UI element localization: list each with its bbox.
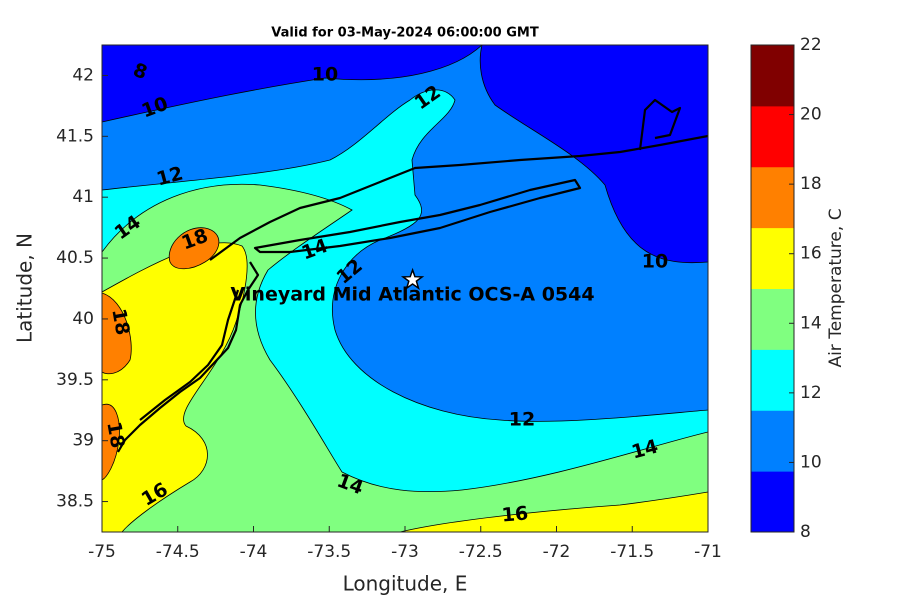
region	[102, 292, 132, 375]
contour-label: 16	[501, 502, 529, 526]
x-tick-label: -74.5	[156, 542, 200, 562]
colorbar-tick-label: 10	[800, 452, 822, 472]
colorbar-tick-label: 20	[800, 105, 822, 125]
contour-label: 18	[107, 307, 133, 337]
contour-label: 12	[509, 409, 535, 431]
colorbar-swatch	[751, 166, 794, 229]
y-tick-label: 41	[72, 187, 94, 207]
x-tick-label: -73.5	[307, 542, 351, 562]
colorbar-swatch	[751, 105, 794, 168]
colorbar-tick-label: 14	[800, 313, 822, 333]
y-tick-label: 40	[72, 309, 94, 329]
y-tick-label: 41.5	[56, 126, 94, 146]
colorbar-swatch	[751, 288, 794, 350]
y-tick-label: 42	[72, 65, 94, 85]
site-marker	[400, 267, 425, 290]
colorbar-label: Air Temperature, C	[826, 208, 846, 367]
colorbar-tick-label: 12	[800, 383, 822, 403]
x-tick-label: -71	[694, 542, 722, 562]
y-tick-label: 39	[72, 431, 94, 451]
x-tick-label: -75	[88, 542, 116, 562]
x-tick-label: -73	[391, 542, 419, 562]
colorbar-tick-label: 16	[800, 244, 822, 264]
x-axis-label: Longitude, E	[343, 572, 468, 596]
colorbar-tick-label: 8	[800, 522, 811, 542]
y-tick-label: 40.5	[56, 248, 94, 268]
colorbar-tick-label: 22	[800, 35, 822, 55]
contour-label: 18	[102, 420, 128, 450]
coastline	[253, 178, 582, 254]
coastline	[139, 289, 240, 421]
region	[102, 45, 483, 123]
contour-label: 10	[642, 251, 668, 273]
region	[102, 403, 120, 481]
y-tick-label: 38.5	[56, 492, 94, 512]
site-label: Vineyard Mid Atlantic OCS-A 0544	[231, 283, 595, 305]
colorbar-frame	[750, 44, 795, 533]
colorbar-swatch	[751, 471, 794, 533]
x-tick-label: -71.5	[610, 542, 654, 562]
colorbar-swatch	[751, 410, 794, 472]
y-tick-label: 39.5	[56, 370, 94, 390]
colorbar-swatch	[751, 227, 794, 289]
region	[168, 227, 220, 270]
contour-label: 10	[312, 64, 338, 86]
colorbar-swatch	[751, 349, 794, 411]
x-tick-label: -74	[240, 542, 268, 562]
contour-field	[102, 45, 708, 532]
x-tick-label: -72	[543, 542, 571, 562]
region	[102, 183, 708, 532]
colorbar-tick-label: 18	[800, 174, 822, 194]
x-tick-label: -72.5	[459, 542, 503, 562]
coastline	[117, 261, 260, 453]
colorbar-swatch	[751, 45, 794, 107]
coastline	[209, 134, 708, 261]
y-axis-label: Latitude, N	[13, 233, 37, 343]
region	[399, 491, 708, 532]
map-title: Valid for 03-May-2024 06:00:00 GMT	[271, 26, 539, 41]
coastline	[638, 98, 682, 151]
